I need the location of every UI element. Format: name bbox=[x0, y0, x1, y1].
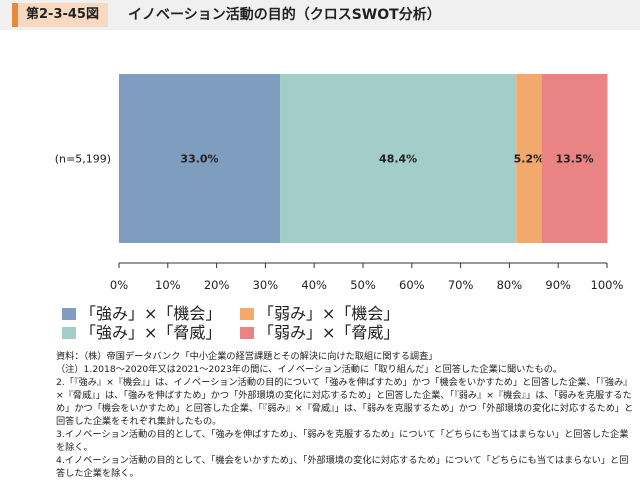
x-tick-label-9: 90% bbox=[545, 278, 571, 292]
x-tick-label-5: 50% bbox=[350, 278, 376, 292]
legend-swatch-3 bbox=[240, 308, 254, 320]
data-label-3: 5.2% bbox=[514, 153, 545, 166]
x-tick-label-3: 30% bbox=[253, 278, 279, 292]
note-2: 2.「『強み』×『機会』」は、イノベーション活動の目的について「強みを伸ばすため… bbox=[56, 377, 634, 427]
x-tick-label-2: 20% bbox=[204, 278, 230, 292]
x-tick-label-7: 70% bbox=[448, 278, 474, 292]
category-label: (n=5,199) bbox=[55, 153, 111, 166]
note-1: （注）1.2018～2020年又は2021～2023年の間に、イノベーション活動… bbox=[56, 364, 563, 375]
figure-title: イノベーション活動の目的（クロスSWOT分析） bbox=[128, 7, 441, 23]
data-label-1: 33.0% bbox=[180, 153, 218, 166]
legend-swatch-1 bbox=[62, 308, 76, 320]
legend-label-3: 「弱み」×「機会」 bbox=[258, 304, 400, 323]
note-source: 資料：（株）帝国データバンク「中小企業の経営課題とその解決に向けた取組に関する調… bbox=[56, 351, 438, 362]
bar-segment-1 bbox=[119, 74, 281, 243]
x-tick-label-4: 40% bbox=[301, 278, 327, 292]
figure-notes: 資料：（株）帝国データバンク「中小企業の経営課題とその解決に向けた取組に関する調… bbox=[56, 350, 634, 480]
bar-segment-2 bbox=[280, 74, 517, 243]
x-tick-label-8: 80% bbox=[497, 278, 523, 292]
legend-swatch-4 bbox=[240, 327, 254, 339]
figure-number: 第2-3-45図 bbox=[12, 3, 108, 27]
figure-header: 第2-3-45図 イノベーション活動の目的（クロスSWOT分析） bbox=[0, 0, 640, 30]
x-tick-label-0: 0% bbox=[110, 278, 128, 292]
legend-label-1: 「強み」×「機会」 bbox=[80, 304, 222, 323]
data-label-4: 13.5% bbox=[555, 153, 593, 166]
legend-label-2: 「強み」×「脅威」 bbox=[80, 323, 222, 342]
x-tick-label-1: 10% bbox=[155, 278, 181, 292]
bar-segment-3 bbox=[516, 74, 542, 243]
legend-swatch-2 bbox=[62, 327, 76, 339]
stacked-bar-chart: (n=5,199) 33.0% 48.4% 5.2% 13.5% 0% 10% 20% 30% 4… bbox=[55, 74, 624, 292]
bar-segment-4 bbox=[541, 74, 608, 243]
x-tick-label-6: 60% bbox=[399, 278, 425, 292]
legend-label-4: 「弱み」×「脅威」 bbox=[258, 323, 400, 342]
x-tick-label-10: 100% bbox=[591, 278, 624, 292]
note-3: 3.イノベーション活動の目的として、「強みを伸ばすため」、「弱みを克服するため」… bbox=[56, 429, 629, 453]
data-label-2: 48.4% bbox=[379, 153, 417, 166]
note-4: 4.イノベーション活動の目的として、「機会をいかすため」、「外部環境の変化に対応… bbox=[56, 455, 629, 479]
